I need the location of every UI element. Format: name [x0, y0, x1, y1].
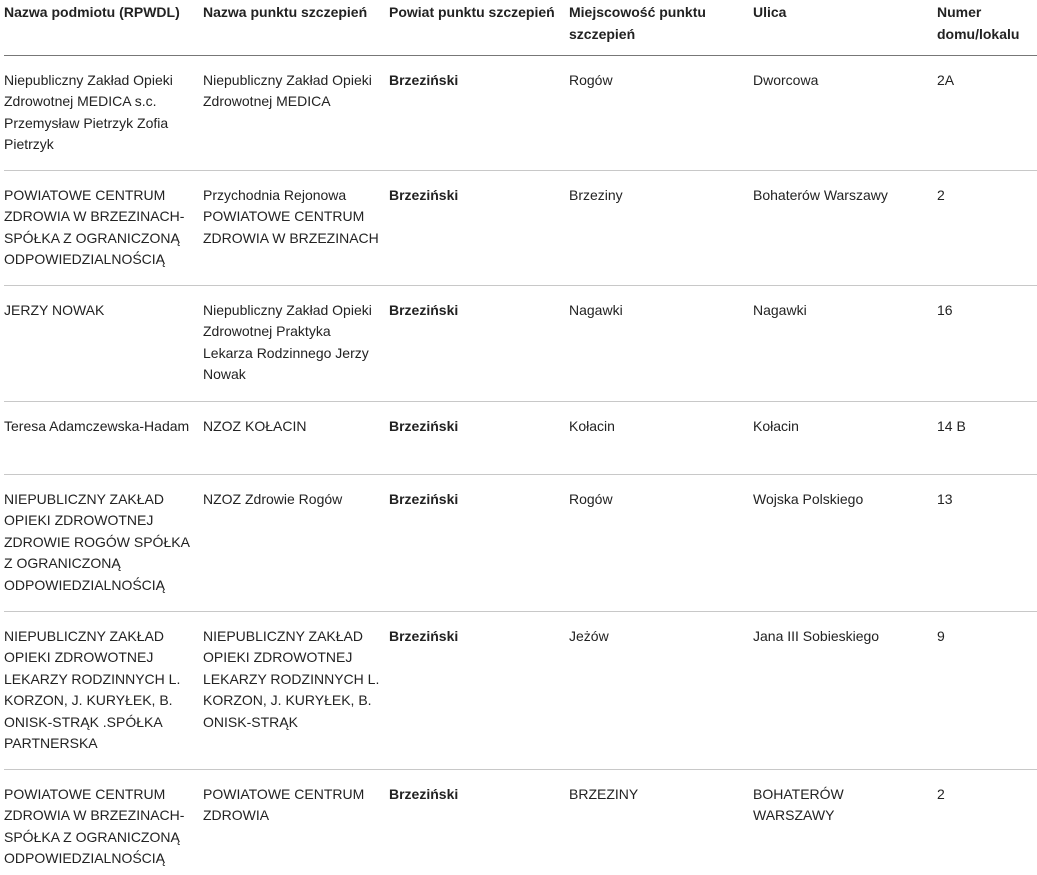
cell-street: BOHATERÓW WARSZAWY	[753, 785, 844, 824]
vaccination-points-table: Nazwa podmiotu (RPWDL) Nazwa punktu szcze…	[4, 0, 1037, 875]
cell-point-name: NZOZ KOŁACIN	[203, 417, 307, 434]
cell-street: Nagawki	[753, 301, 807, 318]
cell-entity-name: JERZY NOWAK	[4, 301, 105, 318]
cell-locality: Rogów	[569, 71, 613, 88]
cell-point-name: Niepubliczny Zakład Opieki Zdrowotnej Pr…	[203, 301, 372, 383]
column-header-street: Ulica	[753, 0, 937, 56]
cell-house-number: 2A	[937, 71, 955, 88]
table-row: NIEPUBLICZNY ZAKŁAD OPIEKI ZDROWOTNEJ ZD…	[4, 474, 1037, 611]
cell-house-number: 13	[937, 490, 953, 507]
cell-county: Brzeziński	[389, 785, 459, 802]
cell-street: Kołacin	[753, 417, 799, 434]
cell-county: Brzeziński	[389, 417, 459, 434]
cell-locality: BRZEZINY	[569, 785, 639, 802]
cell-entity-name: Teresa Adamczewska-Hadam	[4, 417, 190, 434]
cell-entity-name: Niepubliczny Zakład Opieki Zdrowotnej ME…	[4, 71, 173, 153]
column-header-entity-name: Nazwa podmiotu (RPWDL)	[4, 0, 203, 56]
cell-house-number: 2	[937, 785, 945, 802]
cell-point-name: Niepubliczny Zakład Opieki Zdrowotnej ME…	[203, 71, 372, 110]
cell-locality: Jeżów	[569, 627, 609, 644]
cell-county: Brzeziński	[389, 627, 459, 644]
cell-house-number: 9	[937, 627, 945, 644]
cell-locality: Rogów	[569, 490, 613, 507]
cell-entity-name: POWIATOWE CENTRUM ZDROWIA W BRZEZINACH-S…	[4, 186, 185, 268]
table-header: Nazwa podmiotu (RPWDL) Nazwa punktu szcze…	[4, 0, 1037, 56]
table-row: POWIATOWE CENTRUM ZDROWIA W BRZEZINACH-S…	[4, 170, 1037, 285]
cell-house-number: 16	[937, 301, 953, 318]
cell-street: Jana III Sobieskiego	[753, 627, 880, 644]
cell-county: Brzeziński	[389, 301, 459, 318]
cell-house-number: 2	[937, 186, 945, 203]
cell-street: Wojska Polskiego	[753, 490, 864, 507]
cell-street: Dworcowa	[753, 71, 819, 88]
cell-point-name: POWIATOWE CENTRUM ZDROWIA	[203, 785, 365, 824]
column-header-point-name: Nazwa punktu szczepień	[203, 0, 389, 56]
cell-street: Bohaterów Warszawy	[753, 186, 888, 203]
table-row: Niepubliczny Zakład Opieki Zdrowotnej ME…	[4, 55, 1037, 170]
table-body: Niepubliczny Zakład Opieki Zdrowotnej ME…	[4, 55, 1037, 875]
cell-county: Brzeziński	[389, 186, 459, 203]
column-header-house-number: Numer domu/lokalu	[937, 0, 1037, 56]
cell-entity-name: POWIATOWE CENTRUM ZDROWIA W BRZEZINACH-S…	[4, 785, 185, 867]
cell-entity-name: NIEPUBLICZNY ZAKŁAD OPIEKI ZDROWOTNEJ ZD…	[4, 490, 190, 593]
column-header-county: Powiat punktu szczepień	[389, 0, 569, 56]
table-row: POWIATOWE CENTRUM ZDROWIA W BRZEZINACH-S…	[4, 769, 1037, 875]
cell-locality: Kołacin	[569, 417, 615, 434]
column-header-locality: Miejscowość punktu szczepień	[569, 0, 753, 56]
cell-locality: Nagawki	[569, 301, 623, 318]
cell-locality: Brzeziny	[569, 186, 623, 203]
table-row: JERZY NOWAK Niepubliczny Zakład Opieki Zd…	[4, 285, 1037, 401]
cell-point-name: NIEPUBLICZNY ZAKŁAD OPIEKI ZDROWOTNEJ LE…	[203, 627, 380, 730]
cell-point-name: NZOZ Zdrowie Rogów	[203, 490, 343, 507]
cell-point-name: Przychodnia Rejonowa POWIATOWE CENTRUM Z…	[203, 186, 379, 246]
table-row: Teresa Adamczewska-Hadam NZOZ KOŁACIN Brze…	[4, 401, 1037, 474]
cell-house-number: 14 B	[937, 417, 966, 434]
cell-county: Brzeziński	[389, 71, 459, 88]
cell-entity-name: NIEPUBLICZNY ZAKŁAD OPIEKI ZDROWOTNEJ LE…	[4, 627, 181, 752]
table-row: NIEPUBLICZNY ZAKŁAD OPIEKI ZDROWOTNEJ LE…	[4, 611, 1037, 769]
cell-county: Brzeziński	[389, 490, 459, 507]
